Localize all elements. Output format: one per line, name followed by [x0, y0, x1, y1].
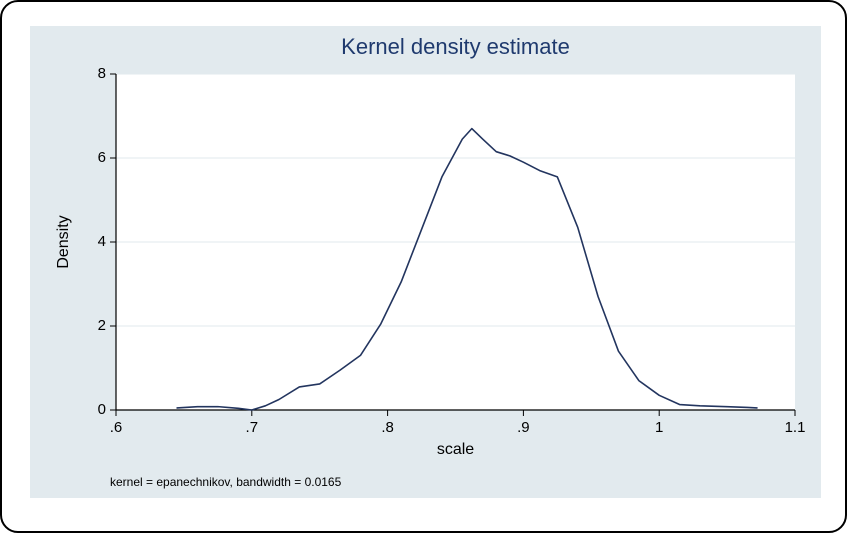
y-tick-label: 8 [98, 65, 106, 82]
x-tick-label: .7 [246, 419, 259, 436]
chart-title: Kernel density estimate [341, 34, 570, 59]
y-tick-label: 2 [98, 317, 106, 334]
chart-footnote: kernel = epanechnikov, bandwidth = 0.016… [110, 475, 342, 489]
y-axis-label: Density [55, 215, 72, 268]
x-tick-label: .9 [517, 419, 530, 436]
y-tick-label: 0 [98, 401, 106, 418]
x-tick-label: .8 [381, 419, 394, 436]
y-tick-label: 4 [98, 233, 106, 250]
density-chart: .6 .7 .8 .9 1 1.1 0 2 4 6 8 Kernel density estimate… [26, 22, 821, 502]
x-axis-label: scale [437, 441, 474, 458]
figure-frame: .6 .7 .8 .9 1 1.1 0 2 4 6 8 Kernel density estimate… [0, 0, 847, 533]
x-tick-label: 1 [655, 419, 663, 436]
y-tick-label: 6 [98, 149, 106, 166]
x-tick-label: 1.1 [785, 419, 806, 436]
x-tick-label: .6 [110, 419, 123, 436]
chart-svg: .6 .7 .8 .9 1 1.1 0 2 4 6 8 Kernel density estimate… [26, 22, 825, 502]
